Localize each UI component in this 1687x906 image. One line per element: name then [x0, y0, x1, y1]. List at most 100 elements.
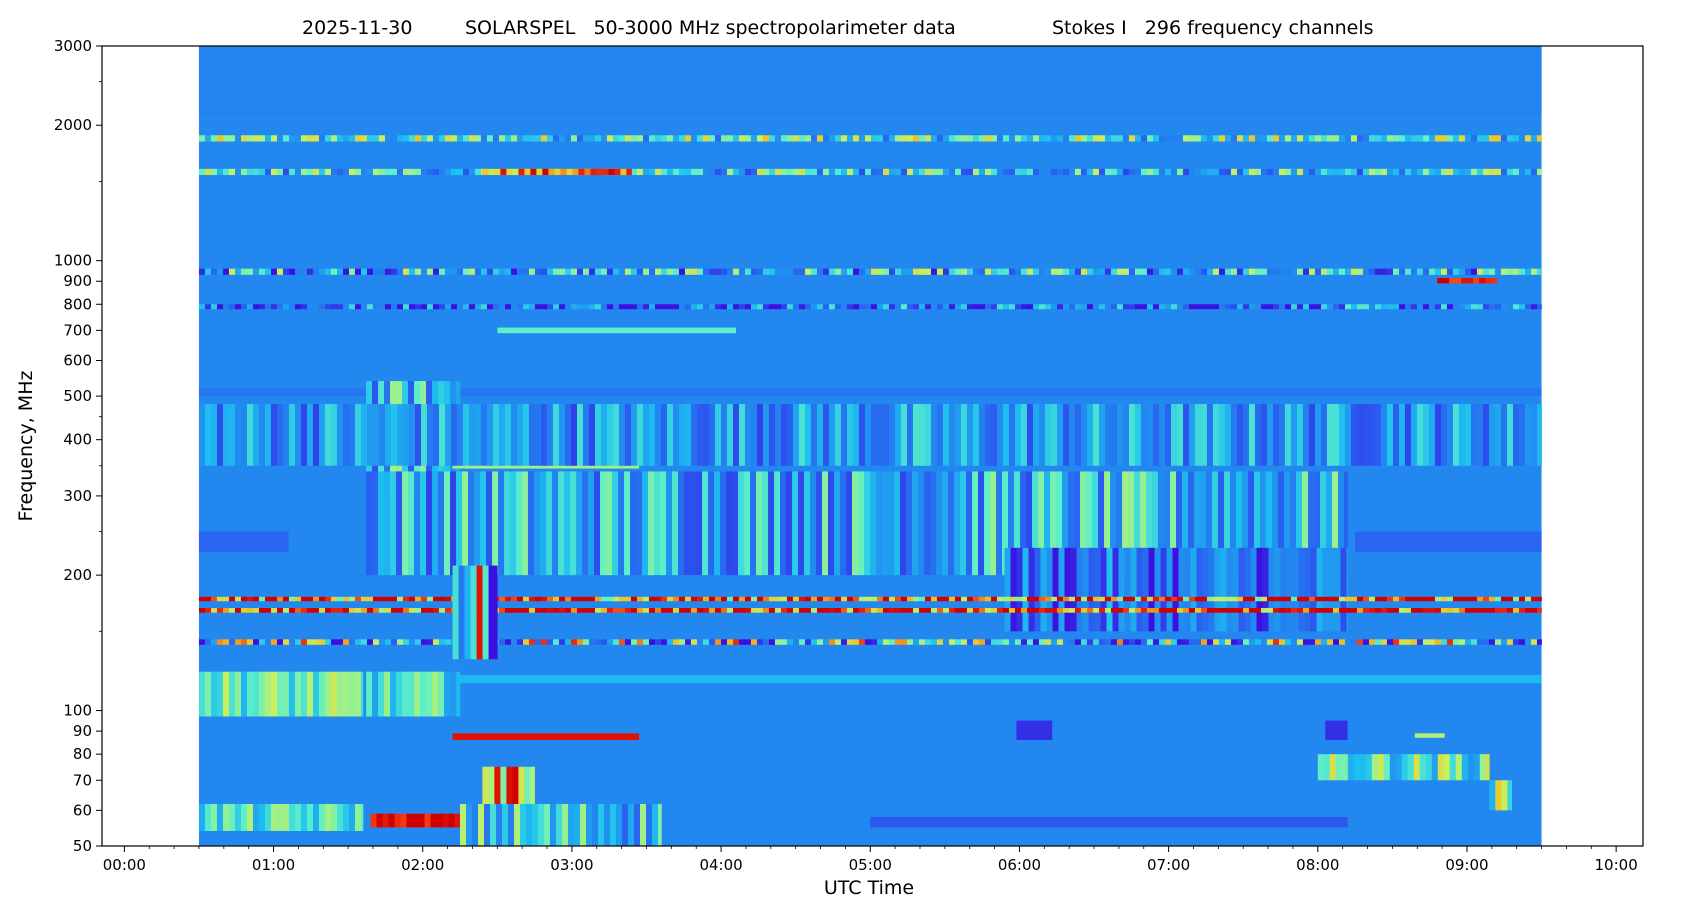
spectrogram-cell [966, 639, 974, 645]
spectrogram-cell [1128, 304, 1136, 310]
spectrogram-cell [564, 608, 572, 613]
spectrogram-cell [354, 671, 362, 717]
spectrogram-cell [1074, 135, 1082, 142]
spectrogram-cell [918, 268, 926, 275]
spectrogram-cell [324, 803, 332, 831]
spectrogram-cell [1374, 596, 1382, 602]
spectrogram-cell [942, 608, 950, 613]
spectrogram-cell [480, 471, 487, 576]
spectrogram-cell [400, 813, 407, 828]
spectrogram-cell [756, 404, 764, 466]
spectrogram-cell [474, 268, 482, 275]
spectrogram-cell [1092, 268, 1100, 275]
spectrogram-cell [270, 135, 278, 142]
spectrogram-cell [1272, 596, 1280, 602]
spectrogram-cell [828, 135, 836, 142]
spectrogram-cell [1308, 135, 1316, 142]
spectrogram-cell [564, 404, 572, 466]
spectrogram-cell [774, 608, 782, 613]
spectrogram-cell [228, 304, 236, 310]
spectrogram-cell [228, 268, 236, 275]
spectrogram-cell [1461, 754, 1469, 781]
spectrogram-cell [1446, 639, 1454, 645]
spectrogram-cell [696, 404, 704, 466]
spectrogram-cell [480, 268, 488, 275]
spectrogram-cell [1248, 404, 1256, 466]
spectrogram-cell [984, 596, 992, 602]
spectrogram-cell [1458, 135, 1466, 142]
y-tick-label: 70 [73, 771, 92, 789]
spectrogram-cell [1062, 135, 1070, 142]
spectrogram-cell [1329, 754, 1337, 781]
spectrogram-cell [1188, 168, 1196, 176]
spectrogram-cell [696, 168, 704, 176]
spectrogram-cell [894, 596, 902, 602]
spectrogram-cell [1482, 168, 1490, 176]
spectrogram-cell [568, 803, 575, 846]
spectrogram-cell [502, 803, 509, 846]
spectrogram-cell [966, 304, 974, 310]
spectrogram-cell [546, 304, 554, 310]
spectrogram-cell [1410, 639, 1418, 645]
spectrogram-cell [1506, 304, 1514, 310]
spectrogram-cell [1284, 304, 1292, 310]
spectrogram-cell [1308, 639, 1316, 645]
chart-title-stokes: Stokes I 296 frequency channels [1052, 17, 1374, 39]
spectrogram-cell [876, 639, 884, 645]
spectrogram-cell [858, 471, 865, 576]
spectrogram-cell [474, 471, 481, 576]
spectrogram-cell [624, 135, 632, 142]
y-tick-label: 80 [73, 745, 92, 763]
spectrogram-cell [510, 135, 518, 142]
spectrogram-cell [1026, 168, 1034, 176]
spectrogram-cell [414, 671, 421, 717]
spectrogram-cell [912, 135, 920, 142]
spectrogram-cell [954, 404, 962, 466]
spectrogram-cell [792, 639, 800, 645]
spectrogram-cell [324, 671, 332, 717]
spectrogram-cell [1062, 471, 1069, 576]
spectrogram-cell [660, 268, 668, 275]
spectrogram-cell [372, 135, 380, 142]
spectrogram-cell [1080, 268, 1088, 275]
spectrogram-cell [438, 135, 446, 142]
spectrogram-cell [1494, 404, 1502, 466]
spectrogram-cell [528, 268, 536, 275]
spectrogram-cell [396, 671, 403, 717]
spectrogram-cell [306, 304, 314, 310]
spectrogram-cell [1146, 608, 1154, 613]
spectrogram-cell [642, 135, 650, 142]
spectrogram-cell [780, 404, 788, 466]
spectrogram-cell [1512, 639, 1520, 645]
spectrogram-cell [390, 404, 398, 466]
spectrogram-cell [852, 135, 860, 142]
spectrogram-cell [504, 596, 512, 602]
spectrogram-cell [520, 803, 527, 846]
spectrogram-cell [642, 639, 650, 645]
spectrogram-cell [414, 135, 422, 142]
spectrogram-cell [1368, 596, 1376, 602]
spectrogram-cell [930, 168, 938, 176]
spectrogram-cell [828, 639, 836, 645]
spectrogram-cell [1302, 404, 1310, 466]
spectrogram-cell [318, 135, 326, 142]
spectrogram-cell [1404, 608, 1412, 613]
spectrogram-cell [1280, 547, 1287, 632]
spectrogram-cell [494, 168, 501, 176]
spectrogram-cell [1176, 268, 1184, 275]
spectrogram-cell [1272, 268, 1280, 275]
spectrogram-cell [666, 596, 674, 602]
spectrogram-cell [948, 608, 956, 613]
spectrogram-cell [198, 608, 206, 613]
spectrogram-cell [792, 304, 800, 310]
x-tick-label: 04:00 [699, 856, 742, 874]
spectrogram-cell [456, 304, 464, 310]
spectrogram-cell [594, 471, 601, 576]
spectrogram-cell [840, 404, 848, 466]
spectrogram-cell [714, 168, 722, 176]
spectrogram-cell [942, 135, 950, 142]
spectrogram-cell [482, 168, 489, 176]
spectrogram-cell [894, 471, 901, 576]
spectrogram-band [482, 766, 535, 804]
spectrogram-cell [960, 596, 968, 602]
